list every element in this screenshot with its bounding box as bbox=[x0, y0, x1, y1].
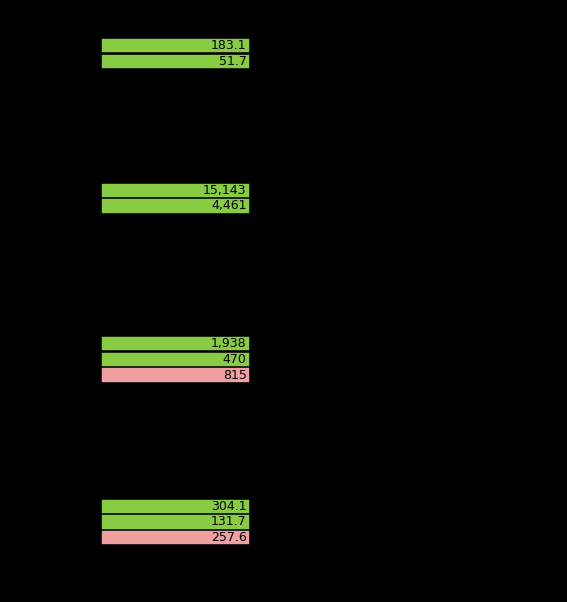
Text: 304.1: 304.1 bbox=[211, 500, 247, 513]
Text: 257.6: 257.6 bbox=[211, 531, 247, 544]
FancyBboxPatch shape bbox=[102, 337, 249, 350]
Text: 4,461: 4,461 bbox=[211, 199, 247, 213]
Text: 1,938: 1,938 bbox=[211, 337, 247, 350]
FancyBboxPatch shape bbox=[102, 531, 249, 544]
Text: 131.7: 131.7 bbox=[211, 515, 247, 529]
Text: 815: 815 bbox=[223, 368, 247, 382]
FancyBboxPatch shape bbox=[102, 39, 249, 52]
FancyBboxPatch shape bbox=[102, 353, 249, 366]
Text: 470: 470 bbox=[223, 353, 247, 366]
Text: 183.1: 183.1 bbox=[211, 39, 247, 52]
FancyBboxPatch shape bbox=[102, 199, 249, 213]
FancyBboxPatch shape bbox=[102, 500, 249, 513]
FancyBboxPatch shape bbox=[102, 368, 249, 382]
Text: 51.7: 51.7 bbox=[219, 55, 247, 68]
FancyBboxPatch shape bbox=[102, 184, 249, 197]
FancyBboxPatch shape bbox=[102, 515, 249, 529]
Text: 15,143: 15,143 bbox=[203, 184, 247, 197]
FancyBboxPatch shape bbox=[102, 55, 249, 68]
